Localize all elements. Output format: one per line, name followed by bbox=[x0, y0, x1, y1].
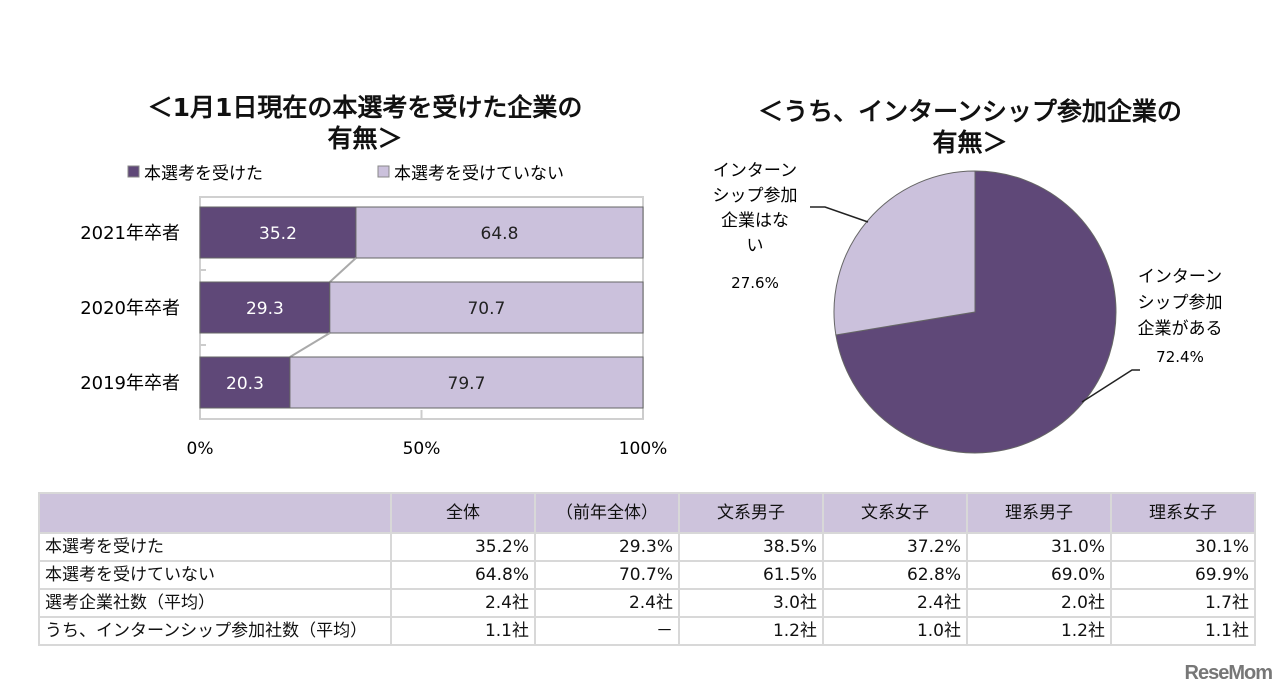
bar-segment bbox=[329, 281, 644, 334]
title-line: ＜1月1日現在の本選考を受けた企業の bbox=[147, 93, 583, 122]
slice-value: 27.6% bbox=[731, 274, 779, 292]
bar-segment bbox=[199, 281, 331, 334]
column-header: 文系女子 bbox=[822, 492, 968, 534]
table-cell: 64.8% bbox=[390, 560, 536, 590]
table-cell: 62.8% bbox=[822, 560, 968, 590]
data-label: 64.8 bbox=[481, 224, 519, 244]
charts: 本選考を受けた 本選考を受けていない 2021年卒者 35.2 64.8 2020年卒者 2… bbox=[80, 161, 1223, 459]
bar-segment bbox=[199, 356, 291, 409]
category-label: 2019年卒者 bbox=[80, 373, 180, 394]
data-label: 20.3 bbox=[226, 374, 264, 394]
category-label: 2020年卒者 bbox=[80, 298, 180, 319]
data-label: 79.7 bbox=[448, 374, 486, 394]
x-tick-label: 50% bbox=[403, 439, 441, 459]
category-label: 2021年卒者 bbox=[80, 223, 180, 244]
slice-label: 企業はな bbox=[721, 211, 789, 231]
leader-line bbox=[1081, 369, 1140, 403]
table-cell: 38.5% bbox=[678, 532, 824, 562]
title-line: 有無＞ bbox=[932, 128, 1008, 157]
title-line: 有無＞ bbox=[327, 124, 403, 153]
series-line bbox=[329, 257, 357, 283]
slice-label: 企業がある bbox=[1138, 319, 1223, 339]
data-label: 35.2 bbox=[259, 224, 297, 244]
series-line bbox=[289, 332, 331, 358]
summary-table: 全体 （前年全体） 文系男子 文系女子 理系男子 理系女子 本選考を受けた 35.2% 29.3… bbox=[38, 492, 1256, 646]
slice-label: シップ参加 bbox=[713, 186, 798, 206]
table-cell: 37.2% bbox=[822, 532, 968, 562]
x-tick-label: 100% bbox=[619, 439, 668, 459]
data-label: 29.3 bbox=[246, 299, 284, 319]
logo: ReseMom bbox=[1184, 662, 1273, 684]
table-cell: 2.0社 bbox=[966, 588, 1112, 618]
data-label: 70.7 bbox=[467, 299, 505, 319]
table-cell: 70.7% bbox=[534, 560, 680, 590]
table-cell: 2.4社 bbox=[390, 588, 536, 618]
table-cell: 69.9% bbox=[1110, 560, 1256, 590]
legend-label: 本選考を受けた bbox=[144, 164, 263, 184]
slice-label: い bbox=[747, 236, 764, 256]
title-line: ＜うち、インターンシップ参加企業の bbox=[758, 97, 1182, 126]
table-cell: 31.0% bbox=[966, 532, 1112, 562]
table-cell: 2.4社 bbox=[822, 588, 968, 618]
slice-value: 72.4% bbox=[1156, 348, 1204, 366]
table-cell: 1.1社 bbox=[390, 616, 536, 646]
pie-chart-title: ＜うち、インターンシップ参加企業の 有無＞ bbox=[720, 96, 1220, 158]
bar-segment bbox=[355, 206, 644, 259]
column-header bbox=[38, 492, 392, 534]
column-header: 全体 bbox=[390, 492, 536, 534]
slice-label: シップ参加 bbox=[1138, 293, 1223, 313]
row-label: 本選考を受けていない bbox=[38, 560, 392, 590]
table-cell: 2.4社 bbox=[534, 588, 680, 618]
row-label: 本選考を受けた bbox=[38, 532, 392, 562]
table-row: うち、インターンシップ参加社数（平均） 1.1社－ 1.2社 1.0社 1.2社 1.1社 bbox=[38, 616, 1256, 646]
bar-segment bbox=[199, 206, 357, 259]
slice-label: インターン bbox=[1138, 267, 1222, 287]
bar-chart-title: ＜1月1日現在の本選考を受けた企業の 有無＞ bbox=[100, 92, 630, 154]
table-cell: 1.2社 bbox=[678, 616, 824, 646]
table-cell: 69.0% bbox=[966, 560, 1112, 590]
x-tick-label: 0% bbox=[187, 439, 214, 459]
slice-label: インターン bbox=[713, 161, 797, 181]
table-cell: － bbox=[534, 616, 680, 646]
table-cell: 1.0社 bbox=[822, 616, 968, 646]
row-label: 選考企業社数（平均） bbox=[38, 588, 392, 618]
table-row: 本選考を受けた 35.2% 29.3% 38.5% 37.2% 31.0% 30.1% bbox=[38, 532, 1256, 562]
table-cell: 35.2% bbox=[390, 532, 536, 562]
table-cell: 3.0社 bbox=[678, 588, 824, 618]
table-cell: 1.7社 bbox=[1110, 588, 1256, 618]
table-row: 本選考を受けていない 64.8% 70.7% 61.5% 62.8% 69.0% 69.9% bbox=[38, 560, 1256, 590]
row-label: うち、インターンシップ参加社数（平均） bbox=[38, 616, 392, 646]
bar-segment bbox=[289, 356, 644, 409]
table-cell: 1.2社 bbox=[966, 616, 1112, 646]
table-cell: 29.3% bbox=[534, 532, 680, 562]
legend-swatch bbox=[127, 165, 140, 178]
table-row: 選考企業社数（平均） 2.4社 2.4社 3.0社 2.4社 2.0社 1.7社 bbox=[38, 588, 1256, 618]
table-cell: 61.5% bbox=[678, 560, 824, 590]
column-header: （前年全体） bbox=[534, 492, 680, 534]
column-header: 理系女子 bbox=[1110, 492, 1256, 534]
table-cell: 30.1% bbox=[1110, 532, 1256, 562]
table-header-row: 全体 （前年全体） 文系男子 文系女子 理系男子 理系女子 bbox=[38, 492, 1256, 534]
legend-label: 本選考を受けていない bbox=[394, 164, 564, 184]
pie-slice bbox=[833, 170, 976, 336]
column-header: 文系男子 bbox=[678, 492, 824, 534]
column-header: 理系男子 bbox=[966, 492, 1112, 534]
legend-swatch bbox=[377, 165, 390, 178]
pie-slice bbox=[835, 170, 1117, 454]
table-cell: 1.1社 bbox=[1110, 616, 1256, 646]
leader-line bbox=[810, 206, 869, 223]
